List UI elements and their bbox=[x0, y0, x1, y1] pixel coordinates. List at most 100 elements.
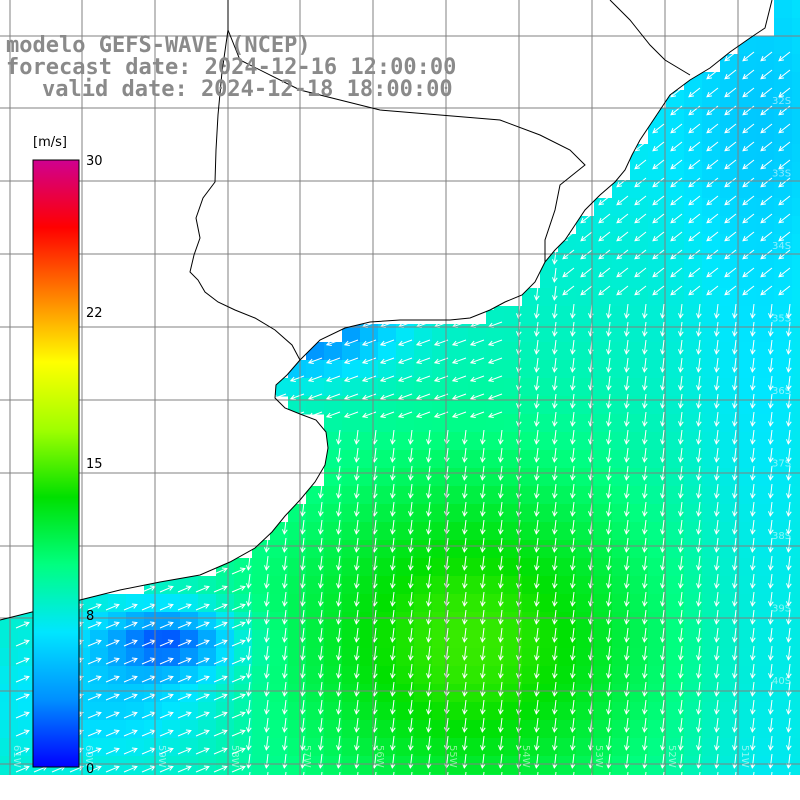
wind-arrow bbox=[750, 411, 756, 427]
wind-arrow bbox=[231, 765, 246, 773]
wind-speed-cell bbox=[414, 414, 433, 433]
wind-arrow bbox=[642, 645, 648, 661]
wind-speed-cell bbox=[702, 774, 721, 775]
wind-arrow bbox=[177, 603, 192, 611]
wind-arrow bbox=[760, 285, 773, 296]
wind-arrow bbox=[750, 699, 756, 715]
wind-arrow bbox=[688, 285, 701, 296]
lon-label: 54W bbox=[520, 745, 531, 768]
wind-speed-cell bbox=[522, 486, 541, 505]
wind-arrow bbox=[786, 717, 792, 733]
wind-speed-cell bbox=[468, 540, 487, 559]
wind-arrow bbox=[678, 303, 684, 319]
wind-speed-cell bbox=[360, 666, 379, 685]
wind-arrow bbox=[480, 609, 486, 625]
wind-speed-cell bbox=[630, 738, 649, 757]
wind-arrow bbox=[411, 771, 413, 775]
wind-arrow bbox=[580, 231, 593, 242]
wind-arrow bbox=[606, 663, 612, 679]
wind-arrow bbox=[123, 693, 138, 701]
wind-arrow bbox=[616, 195, 629, 206]
wind-arrow bbox=[534, 627, 540, 643]
wind-speed-cell bbox=[396, 414, 415, 433]
wind-speed-cell bbox=[270, 756, 289, 775]
wind-speed-cell bbox=[450, 666, 469, 685]
wind-speed-cell bbox=[774, 378, 793, 397]
wind-arrow bbox=[660, 537, 666, 553]
colorbar-tick-0: 0 bbox=[86, 762, 94, 777]
wind-speed-cell bbox=[774, 162, 793, 181]
wind-speed-cell bbox=[342, 720, 361, 739]
wind-speed-cell bbox=[576, 684, 595, 703]
wind-speed-cell bbox=[792, 162, 800, 181]
wind-arrow bbox=[714, 447, 720, 463]
wind-arrow bbox=[660, 393, 666, 409]
wind-arrow bbox=[264, 573, 270, 589]
wind-arrow bbox=[786, 447, 792, 463]
wind-arrow bbox=[15, 657, 30, 665]
wind-arrow bbox=[159, 621, 174, 629]
wind-arrow bbox=[778, 141, 791, 152]
wind-arrow bbox=[760, 105, 773, 116]
wind-speed-cell bbox=[306, 504, 325, 523]
wind-arrow bbox=[462, 429, 468, 445]
wind-arrow bbox=[354, 609, 360, 625]
wind-arrow bbox=[552, 699, 558, 715]
wind-arrow bbox=[300, 735, 306, 751]
wind-speed-cell bbox=[324, 666, 343, 685]
wind-arrow bbox=[462, 645, 468, 661]
wind-arrow bbox=[534, 393, 540, 409]
wind-arrow bbox=[177, 729, 192, 737]
wind-speed-cell bbox=[234, 702, 253, 721]
wind-arrow bbox=[213, 711, 228, 719]
wind-arrow bbox=[678, 717, 684, 733]
wind-speed-cell bbox=[522, 702, 541, 721]
lon-label: 52W bbox=[666, 745, 677, 768]
wind-speed-cell bbox=[378, 702, 397, 721]
wind-arrow bbox=[606, 591, 612, 607]
wind-speed-cell bbox=[378, 666, 397, 685]
wind-speed-cell bbox=[270, 612, 289, 631]
wind-speed-cell bbox=[738, 360, 757, 379]
wind-arrow bbox=[606, 357, 612, 373]
wind-speed-cell bbox=[504, 504, 523, 523]
wind-speed-cell bbox=[378, 396, 397, 415]
wind-arrow bbox=[15, 639, 30, 647]
wind-arrow bbox=[732, 321, 738, 337]
wind-arrow bbox=[606, 303, 612, 319]
lat-label: 33S bbox=[772, 169, 791, 180]
wind-arrow bbox=[552, 429, 558, 445]
wind-arrow bbox=[714, 681, 720, 697]
wind-arrow bbox=[624, 681, 630, 697]
wind-arrow bbox=[570, 681, 576, 697]
wind-arrow bbox=[696, 735, 702, 751]
wind-speed-cell bbox=[396, 594, 415, 613]
wind-speed-cell bbox=[324, 522, 343, 541]
wind-arrow bbox=[469, 393, 485, 401]
wind-speed-cell bbox=[216, 612, 235, 631]
wind-arrow bbox=[426, 645, 432, 661]
wind-arrow bbox=[408, 591, 414, 607]
lat-label: 40S bbox=[772, 676, 791, 687]
wind-arrow bbox=[307, 357, 323, 365]
wind-speed-cell bbox=[432, 774, 451, 775]
wind-arrow bbox=[606, 753, 612, 769]
wind-arrow bbox=[696, 411, 702, 427]
wind-speed-cell bbox=[378, 684, 397, 703]
wind-arrow bbox=[379, 411, 395, 419]
wind-arrow bbox=[706, 159, 719, 170]
wind-arrow bbox=[105, 729, 120, 737]
wind-arrow bbox=[552, 735, 558, 751]
wind-arrow bbox=[307, 375, 323, 383]
wind-arrow bbox=[426, 429, 432, 445]
wind-arrow bbox=[652, 213, 665, 224]
wind-speed-cell bbox=[666, 576, 685, 595]
wind-arrow bbox=[750, 393, 756, 409]
wind-speed-cell bbox=[72, 774, 91, 775]
wind-arrow bbox=[552, 663, 558, 679]
wind-arrow bbox=[159, 711, 174, 719]
wind-speed-cell bbox=[774, 252, 793, 271]
wind-speed-cell bbox=[288, 522, 307, 541]
wind-arrow bbox=[469, 357, 485, 365]
